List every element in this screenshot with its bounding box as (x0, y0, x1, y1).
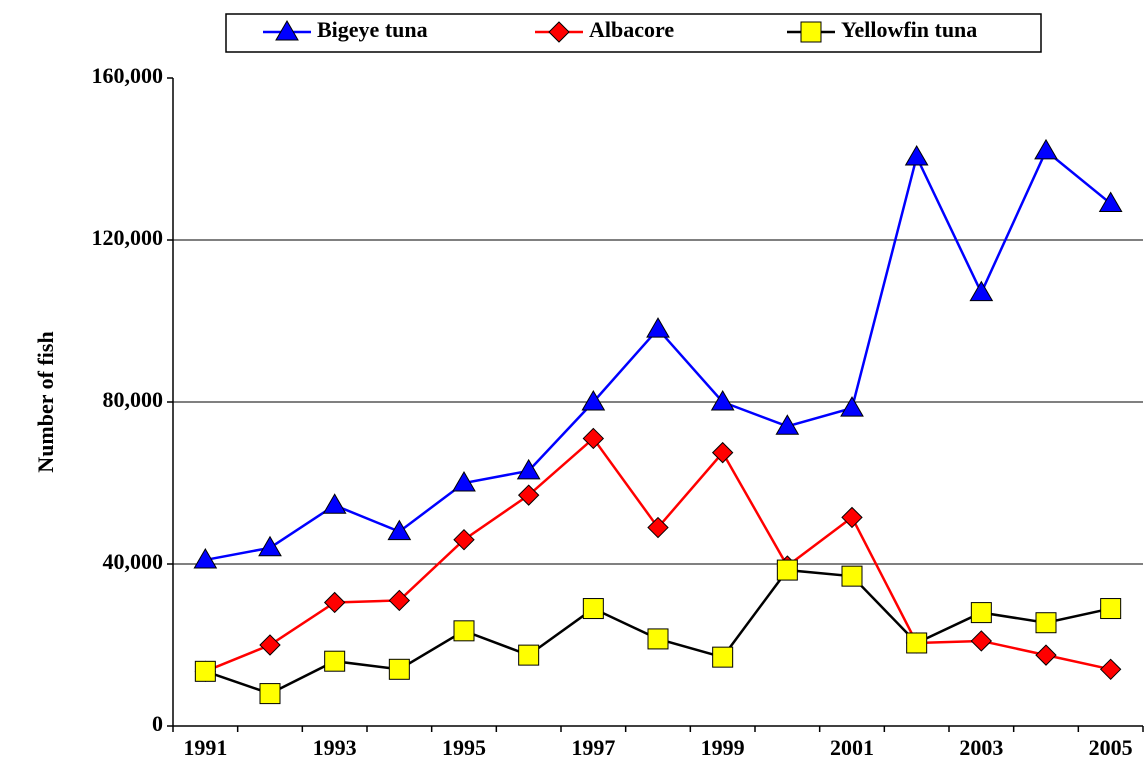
y-tick-label: 80,000 (103, 387, 164, 412)
marker (453, 528, 475, 551)
marker (646, 317, 670, 338)
marker (1034, 138, 1058, 160)
marker (1100, 598, 1122, 620)
marker (906, 632, 928, 654)
legend-label: Albacore (589, 17, 674, 42)
marker (647, 516, 669, 539)
marker (323, 591, 346, 614)
x-tick-label: 1991 (183, 735, 227, 760)
marker (1035, 612, 1057, 634)
marker (1035, 644, 1057, 666)
marker (453, 620, 475, 642)
marker (518, 644, 540, 666)
y-axis-label: Number of fish (33, 331, 58, 472)
marker (324, 650, 346, 672)
marker (259, 634, 281, 656)
y-tick-label: 160,000 (92, 63, 164, 88)
marker (517, 484, 540, 506)
marker (776, 559, 798, 581)
x-tick-label: 2005 (1089, 735, 1133, 760)
marker (841, 506, 863, 529)
y-tick-label: 120,000 (92, 225, 164, 250)
marker (775, 414, 800, 435)
legend-label: Yellowfin tuna (841, 17, 977, 42)
marker (388, 589, 411, 612)
marker (322, 493, 347, 514)
marker (841, 565, 863, 587)
marker (1098, 191, 1123, 213)
legend-box (225, 13, 1042, 53)
marker (1099, 658, 1122, 681)
marker (193, 547, 218, 569)
y-tick-label: 40,000 (103, 549, 164, 574)
marker (452, 471, 476, 492)
marker (904, 144, 929, 166)
x-tick-label: 1995 (442, 735, 486, 760)
marker (710, 390, 735, 411)
marker (711, 441, 734, 464)
marker (259, 683, 281, 705)
marker (516, 458, 541, 480)
x-tick-label: 2003 (959, 735, 1003, 760)
series-line (205, 148, 1112, 562)
legend-marker (275, 20, 299, 41)
x-tick-label: 1999 (701, 735, 745, 760)
marker (258, 535, 282, 557)
x-tick-label: 1997 (571, 735, 615, 760)
x-tick-label: 2001 (830, 735, 874, 760)
marker (840, 396, 864, 417)
marker (712, 646, 734, 668)
legend-marker (800, 21, 822, 43)
x-tick-label: 1993 (313, 735, 357, 760)
marker (970, 602, 992, 624)
marker (970, 630, 993, 652)
marker (582, 427, 605, 450)
marker (582, 598, 604, 620)
marker (388, 658, 410, 680)
y-tick-label: 0 (152, 711, 163, 736)
legend-marker (548, 21, 570, 43)
marker (581, 390, 606, 411)
legend-label: Bigeye tuna (317, 17, 428, 42)
marker (194, 660, 216, 682)
marker (387, 519, 412, 541)
marker (969, 280, 994, 302)
marker (647, 628, 669, 650)
